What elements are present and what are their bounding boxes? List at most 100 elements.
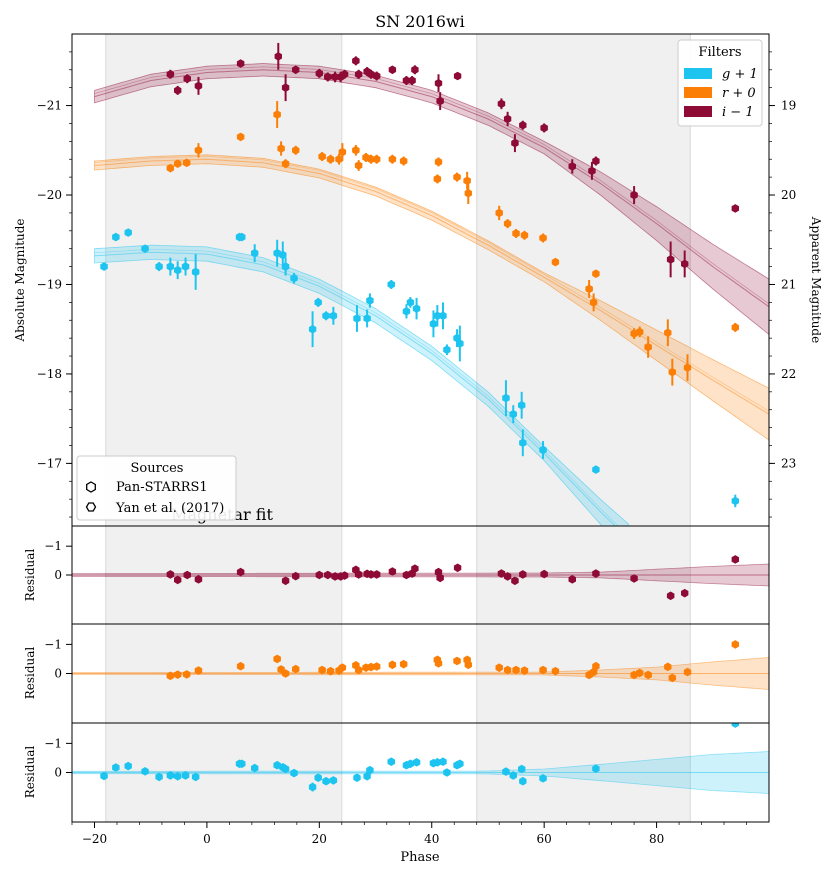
- residual-point: [551, 666, 560, 676]
- main-right-label: Apparent Magnitude: [809, 216, 823, 343]
- data-point: [183, 74, 191, 83]
- residual-point: [630, 574, 638, 583]
- residual-point: [338, 663, 347, 672]
- data-point: [502, 393, 510, 403]
- data-point: [308, 324, 317, 334]
- residual-point: [326, 666, 335, 676]
- data-point: [592, 465, 600, 474]
- data-point: [731, 204, 739, 213]
- data-point: [274, 52, 282, 61]
- data-point: [439, 311, 447, 321]
- residual-panel-i: −1 0 Residual: [23, 525, 770, 625]
- residual-point: [236, 661, 245, 671]
- residual-band: [72, 751, 769, 794]
- data-point: [434, 157, 443, 167]
- residual-point: [518, 764, 526, 774]
- y-tick-label: 0: [54, 568, 62, 582]
- data-point: [630, 329, 638, 338]
- data-point: [281, 262, 290, 271]
- data-point: [539, 233, 547, 243]
- data-point: [314, 298, 322, 307]
- legend-swatch: [684, 87, 712, 98]
- residual-point: [388, 567, 397, 576]
- legend-label: g + 1: [722, 67, 758, 82]
- residual-point: [433, 758, 442, 767]
- data-point: [353, 314, 361, 323]
- residual-point: [124, 761, 132, 771]
- data-point: [453, 71, 462, 81]
- data-point: [352, 146, 360, 155]
- data-point: [372, 71, 381, 81]
- data-point: [519, 438, 527, 448]
- data-point: [194, 81, 203, 91]
- residual-point: [630, 670, 638, 680]
- residual-point: [273, 760, 281, 770]
- residual-point: [354, 570, 363, 579]
- residual-point: [443, 768, 451, 777]
- sources-legend-title: Sources: [131, 461, 184, 476]
- residual-point: [331, 572, 339, 581]
- y-tick-label: 0: [54, 766, 62, 780]
- model-line: [94, 158, 769, 415]
- residual-point: [174, 575, 182, 585]
- data-point: [174, 265, 182, 275]
- data-point: [340, 70, 349, 79]
- y-tick-label: −21: [37, 99, 62, 113]
- data-point: [182, 158, 191, 168]
- shaded-region: [105, 34, 342, 526]
- residual-point: [290, 768, 298, 778]
- data-point: [273, 110, 281, 119]
- residual-point: [497, 569, 506, 578]
- data-point: [238, 232, 246, 242]
- data-point: [174, 86, 182, 95]
- data-point: [630, 190, 638, 200]
- data-point: [497, 99, 506, 109]
- residual-point: [519, 570, 527, 579]
- chart-title: SN 2016wi: [375, 12, 465, 31]
- x-tick-label: −20: [82, 832, 107, 846]
- data-point: [539, 445, 547, 455]
- data-point: [408, 76, 416, 85]
- residual-point: [166, 671, 175, 681]
- residual-point: [539, 774, 547, 783]
- data-point: [181, 262, 190, 271]
- data-point: [236, 132, 245, 142]
- filters-legend: Filters g + 1 r + 0 i − 1: [677, 39, 763, 127]
- y-tick-label: −1: [44, 736, 62, 750]
- residual-point: [666, 591, 675, 601]
- data-point: [100, 262, 108, 271]
- data-point: [352, 56, 360, 66]
- residual-point: [166, 771, 175, 780]
- data-point: [324, 72, 332, 82]
- data-point: [436, 96, 444, 106]
- right-tick-label: 22: [781, 367, 796, 381]
- data-point: [387, 280, 395, 289]
- data-point: [592, 269, 600, 278]
- data-point: [236, 59, 245, 68]
- data-point: [338, 147, 347, 157]
- x-tick-label: 20: [312, 832, 327, 846]
- x-tick-label: 40: [424, 832, 439, 846]
- sources-legend-box: [76, 455, 237, 521]
- main-y-label: Absolute Magnitude: [13, 218, 27, 342]
- data-point: [174, 159, 182, 168]
- data-point: [292, 65, 300, 75]
- residual-point: [502, 767, 510, 776]
- data-point: [141, 244, 149, 253]
- residual-point: [372, 570, 381, 579]
- residual-point: [183, 570, 191, 580]
- data-point: [277, 144, 285, 153]
- legend-label: i − 1: [722, 105, 754, 120]
- residual-point: [238, 759, 246, 769]
- right-tick-label: 20: [781, 188, 796, 202]
- y-tick-label: −20: [37, 188, 62, 202]
- residual-point: [668, 673, 676, 683]
- data-point: [363, 314, 371, 323]
- phase-shading: [105, 34, 691, 526]
- residual-point: [453, 656, 461, 666]
- data-point: [326, 154, 335, 164]
- data-point: [666, 255, 675, 264]
- data-point: [335, 154, 343, 164]
- residual-point: [182, 670, 191, 679]
- data-point: [456, 339, 464, 348]
